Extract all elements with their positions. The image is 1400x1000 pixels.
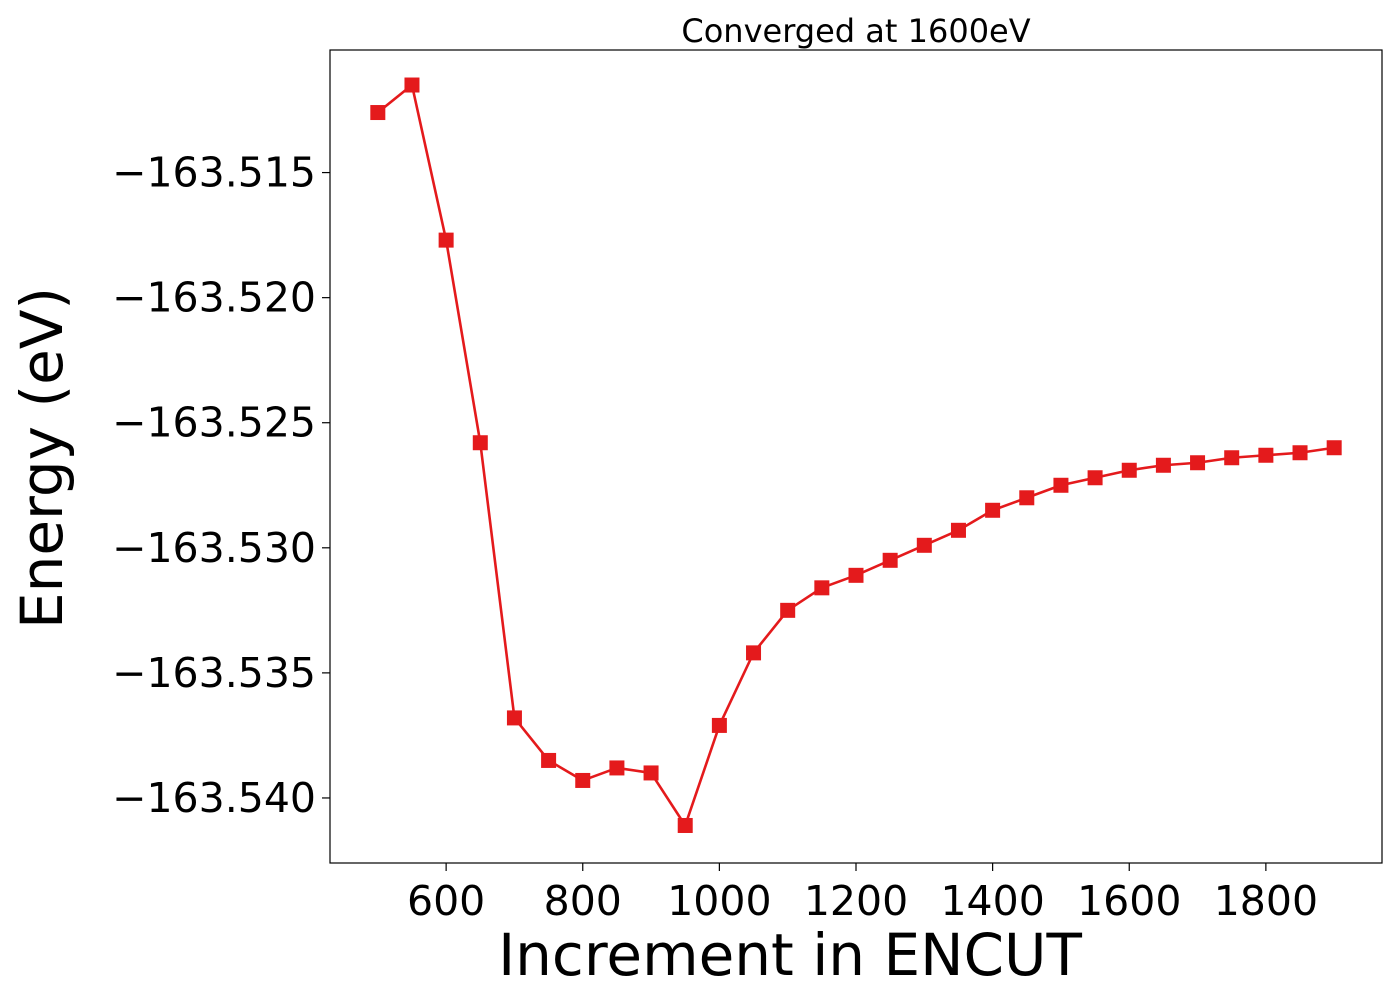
y-tick-label: −163.540 — [112, 774, 316, 822]
data-point — [848, 567, 864, 583]
data-point — [609, 760, 625, 776]
data-point — [746, 645, 762, 661]
y-tick-label: −163.535 — [112, 649, 316, 697]
data-point — [677, 817, 693, 833]
data-point — [780, 602, 796, 618]
data-point — [814, 580, 830, 596]
data-point — [404, 77, 420, 93]
y-tick-label: −163.515 — [112, 149, 316, 197]
data-point — [882, 552, 898, 568]
y-axis: −163.515 −163.520 −163.525 −163.530 −163.535… — [112, 149, 330, 822]
x-axis-label: Increment in ENCUT — [498, 921, 1082, 989]
x-axis: 600 800 1000 1200 1400 1600 1800 — [407, 863, 1318, 925]
data-point — [1155, 457, 1171, 473]
data-point — [438, 232, 454, 248]
data-point — [1053, 477, 1069, 493]
data-point — [1326, 440, 1342, 456]
data-point — [1258, 447, 1274, 463]
y-tick-label: −163.530 — [112, 524, 316, 572]
y-tick-label: −163.520 — [112, 274, 316, 322]
y-tick-label: −163.525 — [112, 399, 316, 447]
x-tick-label: 1400 — [940, 877, 1044, 925]
x-tick-label: 600 — [407, 877, 485, 925]
data-point — [950, 522, 966, 538]
data-point — [643, 765, 659, 781]
data-point — [985, 502, 1001, 518]
y-axis-label: Energy (eV) — [8, 287, 76, 629]
data-point — [1121, 462, 1137, 478]
data-point — [1019, 490, 1035, 506]
data-point — [506, 710, 522, 726]
x-tick-label: 1800 — [1214, 877, 1318, 925]
x-tick-label: 800 — [544, 877, 622, 925]
data-point — [1292, 445, 1308, 461]
chart-title: Converged at 1600eV — [681, 12, 1030, 50]
data-point — [916, 537, 932, 553]
x-tick-label: 1000 — [667, 877, 771, 925]
data-point — [472, 435, 488, 451]
data-point — [370, 105, 386, 121]
data-point — [711, 717, 727, 733]
x-tick-label: 1200 — [804, 877, 908, 925]
data-point — [1190, 455, 1206, 471]
data-point — [575, 772, 591, 788]
data-point — [1087, 470, 1103, 486]
x-tick-label: 1600 — [1077, 877, 1181, 925]
series-layer — [370, 77, 1342, 833]
data-point — [1224, 450, 1240, 466]
plot-area-frame — [329, 49, 1383, 864]
data-point — [541, 752, 557, 768]
